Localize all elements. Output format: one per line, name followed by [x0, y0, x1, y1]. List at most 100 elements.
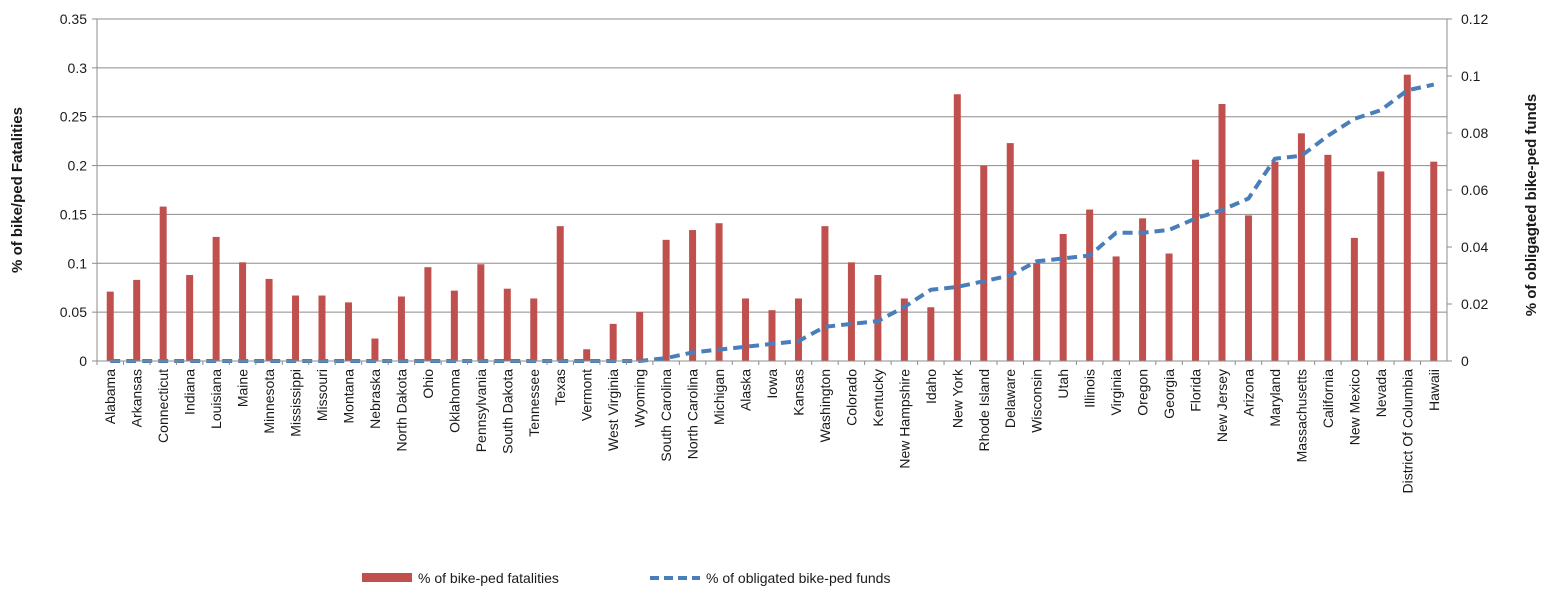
bar [1192, 159, 1200, 361]
bar [742, 298, 750, 361]
category-label: Alabama [102, 369, 118, 424]
category-label: Massachusetts [1293, 369, 1309, 462]
funds-line [110, 82, 1435, 363]
legend-label-line: % of obligated bike-ped funds [706, 570, 890, 586]
bar [106, 291, 114, 361]
category-label: Arkansas [129, 369, 145, 427]
category-label: Maryland [1267, 369, 1283, 427]
bar [397, 296, 405, 361]
left-tick-label: 0.3 [68, 60, 88, 76]
category-label: Ohio [420, 369, 436, 399]
legend-swatch-bar [362, 573, 412, 582]
legend-label-bar: % of bike-ped fatalities [418, 570, 559, 586]
category-label: Indiana [182, 369, 198, 415]
left-tick-label: 0.15 [60, 206, 87, 222]
bar [1377, 171, 1385, 361]
bar [556, 226, 564, 361]
bar [953, 94, 961, 362]
category-label: Maine [235, 369, 251, 407]
category-label: Colorado [843, 369, 859, 426]
left-tick-label: 0.25 [60, 109, 87, 125]
category-label: New York [949, 368, 965, 428]
category-label: Louisiana [208, 369, 224, 429]
bar [794, 298, 802, 361]
category-label: Kentucky [870, 369, 886, 427]
bar [371, 338, 379, 361]
bar [1271, 161, 1279, 361]
bar [212, 236, 220, 361]
category-label: Nebraska [367, 369, 383, 429]
bar [1139, 218, 1147, 361]
category-label: Utah [1055, 369, 1071, 399]
bar [186, 275, 194, 361]
right-tick-label: 0.08 [1461, 125, 1488, 141]
category-labels: Alabama Arkansas Connecticut Indiana Louisia… [96, 361, 1442, 494]
left-axis-title: % of bike/ped Fatalities [9, 107, 26, 273]
bar [1112, 256, 1120, 361]
bar [980, 165, 988, 361]
category-label: North Carolina [685, 369, 701, 459]
bar [450, 290, 458, 361]
category-label: California [1320, 369, 1336, 428]
bar [636, 312, 644, 361]
category-label: Alaska [738, 369, 754, 411]
category-label: District Of Columbia [1399, 369, 1415, 494]
gridlines [97, 18, 1447, 313]
bar [133, 279, 141, 361]
bar [715, 223, 723, 361]
bar [1244, 215, 1252, 361]
right-axis-ticks: 0 0.02 0.04 0.06 0.08 0.1 0.12 [1447, 11, 1488, 369]
bar [1006, 143, 1014, 361]
bar [1403, 74, 1411, 361]
category-label: Idaho [923, 369, 939, 404]
right-tick-label: 0.02 [1461, 296, 1488, 312]
category-label: Tennessee [526, 369, 542, 437]
category-label: Minnesota [261, 369, 277, 434]
bar [477, 264, 485, 361]
bar [662, 239, 670, 361]
category-label: West Virginia [605, 369, 621, 451]
bar [1218, 104, 1226, 362]
category-label: Texas [552, 369, 568, 406]
bar [900, 298, 908, 361]
right-tick-label: 0.04 [1461, 239, 1488, 255]
bar [768, 310, 776, 361]
left-tick-label: 0.1 [68, 255, 88, 271]
bar-series [106, 74, 1438, 362]
left-tick-label: 0 [79, 353, 87, 369]
category-label: New Hampshire [896, 369, 912, 469]
bar [821, 226, 829, 361]
bar [159, 206, 167, 361]
bar [874, 275, 882, 361]
bar [239, 262, 247, 361]
bar [1165, 253, 1173, 361]
bar [1033, 263, 1041, 361]
category-label: Oklahoma [446, 369, 462, 433]
right-tick-label: 0.1 [1461, 68, 1481, 84]
category-label: Wisconsin [1029, 369, 1045, 433]
left-axis-ticks: 0 0.05 0.1 0.15 0.2 0.25 0.3 0.35 [60, 11, 97, 369]
category-label: Delaware [1002, 369, 1018, 428]
category-label: South Carolina [658, 369, 674, 462]
bar [530, 298, 538, 361]
axes [96, 19, 1448, 362]
category-label: Florida [1188, 369, 1204, 412]
bar [609, 323, 617, 361]
category-label: Virginia [1108, 369, 1124, 416]
category-label: Vermont [579, 369, 595, 421]
bar [927, 307, 935, 361]
category-label: South Dakota [499, 369, 515, 454]
bar [503, 288, 511, 361]
category-label: Missouri [314, 369, 330, 421]
category-label: Nevada [1373, 369, 1389, 417]
category-label: Iowa [764, 369, 780, 399]
left-tick-label: 0.2 [68, 158, 88, 174]
category-label: Kansas [790, 369, 806, 416]
left-tick-label: 0.05 [60, 304, 87, 320]
bar [424, 267, 432, 361]
category-label: New Mexico [1346, 369, 1362, 445]
bar [1350, 237, 1358, 361]
right-tick-label: 0.12 [1461, 11, 1488, 27]
bar [689, 230, 697, 361]
